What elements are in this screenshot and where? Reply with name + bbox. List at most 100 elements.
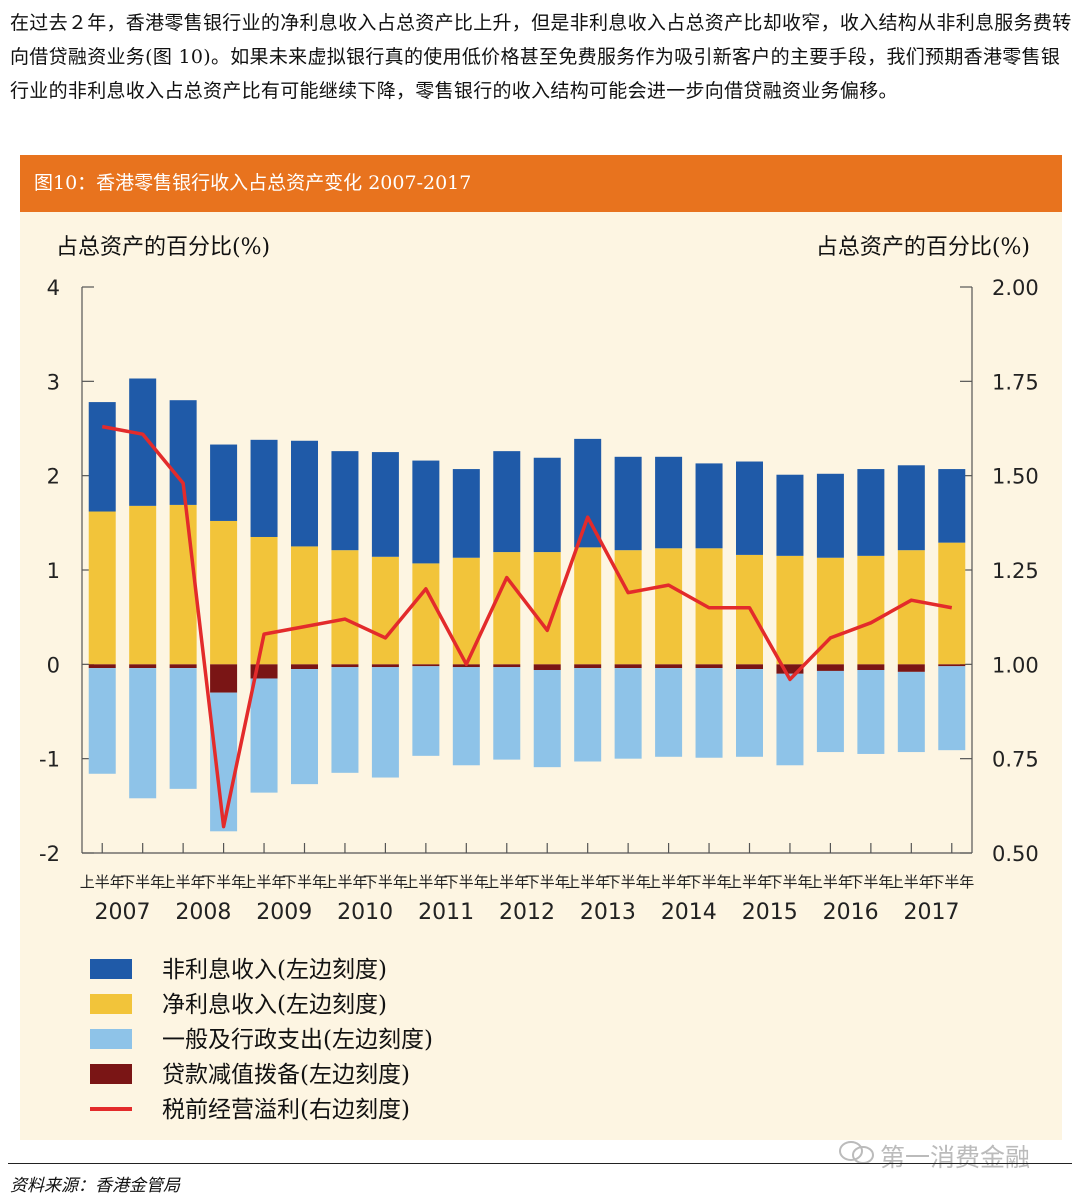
bar-impairment	[816, 664, 844, 671]
bar-net-interest	[776, 555, 804, 665]
bar-impairment	[614, 664, 642, 669]
bar-impairment	[291, 664, 318, 670]
x-category-label: 下半年	[929, 873, 974, 891]
bar-non-interest	[371, 452, 399, 557]
left-axis-title: 占总资产的百分比(%)	[56, 235, 270, 260]
left-tick-label: -1	[39, 748, 60, 772]
bar-net-interest	[493, 552, 521, 665]
x-category-label: 下半年	[687, 873, 732, 891]
right-tick-label: 0.75	[992, 748, 1039, 772]
bar-net-interest	[169, 504, 197, 665]
bar-net-interest	[655, 548, 683, 665]
bar-non-interest	[776, 474, 804, 556]
bar-non-interest	[88, 402, 116, 512]
line-profit	[101, 424, 953, 829]
right-tick-label: 0.50	[992, 842, 1039, 866]
bar-impairment	[574, 664, 602, 669]
figure-source: 资料来源：香港金管局	[10, 1176, 180, 1196]
bar-non-interest	[331, 451, 359, 551]
x-year-label: 2017	[904, 900, 960, 925]
x-year-label: 2016	[823, 900, 879, 925]
left-tick-label: 2	[47, 465, 60, 489]
bar-impairment	[88, 664, 116, 669]
bar-non-interest	[574, 438, 602, 548]
right-tick-label: 2.00	[992, 276, 1039, 300]
legend-swatch-net-interest	[90, 994, 132, 1014]
x-category-label: 下半年	[120, 873, 165, 891]
x-year-label: 2007	[94, 900, 150, 925]
x-category-label: 上半年	[80, 873, 125, 891]
bar-non-interest	[210, 444, 238, 521]
x-category-label: 下半年	[767, 873, 812, 891]
bar-impairment	[129, 664, 157, 669]
x-category-label: 下半年	[444, 873, 489, 891]
bar-non-interest	[655, 456, 683, 549]
x-year-label: 2014	[661, 900, 717, 925]
bar-expenses	[493, 667, 521, 760]
bar-expenses	[412, 666, 440, 756]
bar-net-interest	[897, 550, 925, 665]
x-category-label: 上半年	[161, 873, 206, 891]
x-category-label: 下半年	[525, 873, 570, 891]
x-category-label: 下半年	[201, 873, 246, 891]
x-category-label: 上半年	[484, 873, 529, 891]
x-year-label: 2009	[256, 900, 312, 925]
x-year-label: 2015	[742, 900, 798, 925]
right-tick-label: 1.50	[992, 465, 1039, 489]
bar-net-interest	[129, 505, 157, 665]
x-category-label: 下半年	[282, 873, 327, 891]
bar-net-interest	[291, 546, 318, 665]
bar-impairment	[897, 664, 925, 672]
bar-expenses	[250, 678, 278, 793]
bar-non-interest	[816, 473, 844, 558]
bar-impairment	[736, 664, 763, 670]
bar-expenses	[129, 668, 157, 799]
bar-expenses	[574, 668, 602, 762]
bar-net-interest	[857, 555, 885, 665]
figure-title: 图10：香港零售银行收入占总资产变化 2007-2017	[20, 155, 1062, 212]
bar-expenses	[614, 668, 642, 759]
bar-net-interest	[250, 536, 278, 665]
bar-non-interest	[291, 440, 318, 547]
x-category-label: 上半年	[889, 873, 934, 891]
bar-impairment	[533, 664, 561, 670]
article-paragraph: 在过去２年，香港零售银行业的净利息收入占总资产比上升，但是非利息收入占总资产比却…	[10, 12, 1072, 102]
bar-non-interest	[493, 451, 521, 553]
bar-expenses	[371, 667, 399, 778]
bar-non-interest	[695, 463, 723, 549]
bar-non-interest	[412, 460, 440, 564]
bar-impairment	[695, 664, 723, 669]
bar-impairment	[412, 664, 440, 667]
bar-impairment	[938, 664, 966, 667]
bar-non-interest	[533, 457, 561, 553]
x-year-label: 2008	[175, 900, 231, 925]
bar-expenses	[816, 670, 844, 753]
x-category-label: 上半年	[322, 873, 367, 891]
bar-non-interest	[129, 378, 157, 506]
x-category-label: 下半年	[363, 873, 408, 891]
x-year-label: 2012	[499, 900, 555, 925]
legend-swatch-impairment	[90, 1064, 132, 1084]
bar-expenses	[533, 669, 561, 768]
left-tick-label: 0	[47, 653, 60, 677]
x-category-label: 下半年	[848, 873, 893, 891]
bar-impairment	[493, 664, 521, 668]
x-category-label: 上半年	[808, 873, 853, 891]
bar-net-interest	[614, 550, 642, 665]
x-category-label: 上半年	[565, 873, 610, 891]
legend-label: 一般及行政支出(左边刻度)	[162, 1027, 433, 1053]
bar-net-interest	[574, 547, 602, 665]
stacked-bar-line-chart: 占总资产的百分比(%) 占总资产的百分比(%) 4 3 2 1 0 -1 -2 2.00 1.75 1…	[39, 235, 1039, 1123]
bar-impairment	[331, 664, 359, 668]
bar-net-interest	[331, 550, 359, 665]
bar-non-interest	[452, 469, 480, 558]
watermark: 第一消费金融	[838, 1138, 1030, 1174]
bar-impairment	[371, 664, 399, 668]
bar-expenses	[169, 668, 197, 789]
bar-non-interest	[897, 465, 925, 551]
x-year-label: 2011	[418, 900, 474, 925]
bar-impairment	[655, 664, 683, 669]
bar-impairment	[210, 664, 238, 693]
source-divider	[8, 1163, 1072, 1164]
bar-net-interest	[371, 556, 399, 665]
